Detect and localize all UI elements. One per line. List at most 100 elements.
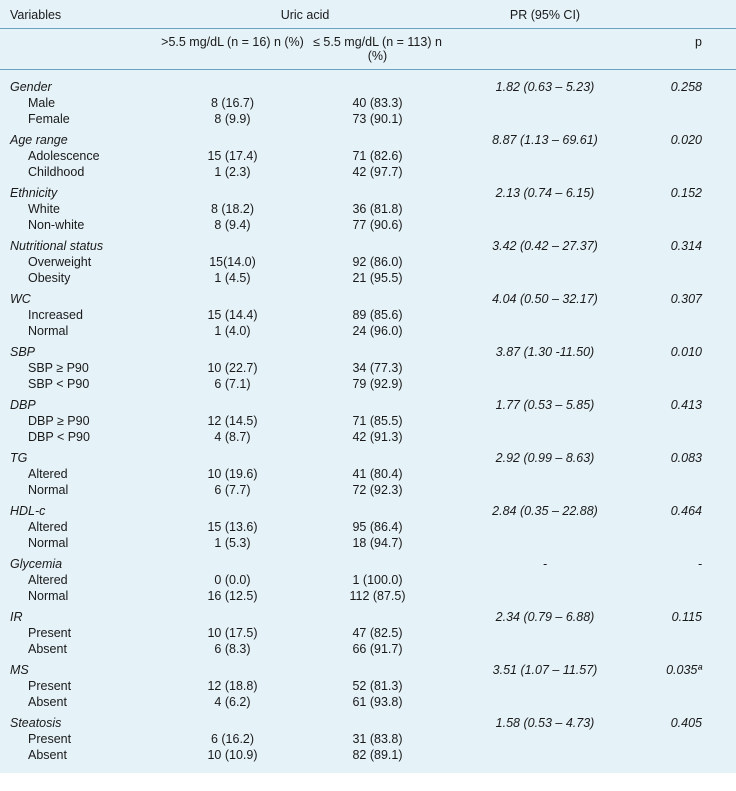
row-ua-high: 10 (10.9) bbox=[160, 748, 305, 762]
row-ua-high: 4 (6.2) bbox=[160, 695, 305, 709]
group-p: 0.020 bbox=[640, 133, 720, 147]
group-empty bbox=[305, 398, 450, 412]
row-ua-low: 77 (90.6) bbox=[305, 218, 450, 232]
group-p: 0.258 bbox=[640, 80, 720, 94]
row-label: Overweight bbox=[10, 255, 160, 269]
row-empty bbox=[640, 202, 720, 216]
row-ua-high: 1 (5.3) bbox=[160, 536, 305, 550]
row-empty bbox=[450, 626, 640, 640]
group-pr: 2.13 (0.74 – 6.15) bbox=[450, 186, 640, 200]
row-empty bbox=[640, 573, 720, 587]
group-pr: 2.34 (0.79 – 6.88) bbox=[450, 610, 640, 624]
row-empty bbox=[450, 430, 640, 444]
row-ua-low: 52 (81.3) bbox=[305, 679, 450, 693]
row-ua-high: 15 (13.6) bbox=[160, 520, 305, 534]
data-row: SBP ≥ P9010 (22.7)34 (77.3) bbox=[10, 360, 726, 376]
group-pr: - bbox=[450, 557, 640, 571]
row-ua-high: 0 (0.0) bbox=[160, 573, 305, 587]
group-empty bbox=[305, 557, 450, 571]
group-p: 0.035ª bbox=[640, 663, 720, 677]
row-label: SBP < P90 bbox=[10, 377, 160, 391]
header-ua-low: ≤ 5.5 mg/dL (n = 113) n (%) bbox=[305, 35, 450, 63]
row-label: Adolescence bbox=[10, 149, 160, 163]
group-header: WC4.04 (0.50 – 32.17)0.307 bbox=[10, 286, 726, 307]
group-header: Ethnicity 2.13 (0.74 – 6.15)0.152 bbox=[10, 180, 726, 201]
group-empty bbox=[160, 610, 305, 624]
uric-acid-table: Variables Uric acid PR (95% CI) >5.5 mg/… bbox=[0, 0, 736, 773]
group-name: SBP bbox=[10, 345, 160, 359]
row-label: Altered bbox=[10, 467, 160, 481]
row-empty bbox=[450, 96, 640, 110]
row-empty bbox=[640, 679, 720, 693]
row-empty bbox=[640, 255, 720, 269]
header-uric-acid: Uric acid bbox=[160, 8, 450, 22]
row-ua-high: 1 (2.3) bbox=[160, 165, 305, 179]
group-header: Steatosis1.58 (0.53 – 4.73)0.405 bbox=[10, 710, 726, 731]
row-empty bbox=[640, 165, 720, 179]
group-empty bbox=[160, 451, 305, 465]
row-empty bbox=[450, 377, 640, 391]
data-row: DBP ≥ P9012 (14.5)71 (85.5) bbox=[10, 413, 726, 429]
row-empty bbox=[450, 732, 640, 746]
group-empty bbox=[305, 451, 450, 465]
data-row: Non-white8 (9.4)77 (90.6) bbox=[10, 217, 726, 233]
group-name: Gender bbox=[10, 80, 160, 94]
group-empty bbox=[305, 663, 450, 677]
row-empty bbox=[640, 483, 720, 497]
row-empty bbox=[450, 271, 640, 285]
row-empty bbox=[640, 732, 720, 746]
group-empty bbox=[305, 716, 450, 730]
row-ua-high: 15 (14.4) bbox=[160, 308, 305, 322]
row-empty bbox=[640, 112, 720, 126]
group-empty bbox=[305, 80, 450, 94]
row-label: DBP < P90 bbox=[10, 430, 160, 444]
group-p: 0.152 bbox=[640, 186, 720, 200]
data-row: Female8 (9.9)73 (90.1) bbox=[10, 111, 726, 127]
group-empty bbox=[305, 133, 450, 147]
row-ua-high: 15(14.0) bbox=[160, 255, 305, 269]
row-empty bbox=[640, 96, 720, 110]
group-empty bbox=[305, 292, 450, 306]
row-label: Absent bbox=[10, 642, 160, 656]
row-ua-low: 18 (94.7) bbox=[305, 536, 450, 550]
group-empty bbox=[160, 504, 305, 518]
row-ua-high: 1 (4.5) bbox=[160, 271, 305, 285]
data-row: Normal6 (7.7)72 (92.3) bbox=[10, 482, 726, 498]
group-header: Glycemia-- bbox=[10, 551, 726, 572]
group-pr: 3.51 (1.07 – 11.57) bbox=[450, 663, 640, 677]
group-name: TG bbox=[10, 451, 160, 465]
group-name: IR bbox=[10, 610, 160, 624]
row-empty bbox=[450, 536, 640, 550]
row-empty bbox=[450, 414, 640, 428]
row-ua-low: 82 (89.1) bbox=[305, 748, 450, 762]
row-label: Childhood bbox=[10, 165, 160, 179]
row-ua-low: 71 (85.5) bbox=[305, 414, 450, 428]
row-label: White bbox=[10, 202, 160, 216]
data-row: Absent10 (10.9)82 (89.1) bbox=[10, 747, 726, 763]
row-ua-low: 71 (82.6) bbox=[305, 149, 450, 163]
row-ua-low: 66 (91.7) bbox=[305, 642, 450, 656]
data-row: SBP < P906 (7.1)79 (92.9) bbox=[10, 376, 726, 392]
row-empty bbox=[640, 626, 720, 640]
row-ua-low: 89 (85.6) bbox=[305, 308, 450, 322]
group-empty bbox=[305, 610, 450, 624]
row-ua-high: 6 (7.7) bbox=[160, 483, 305, 497]
group-name: Steatosis bbox=[10, 716, 160, 730]
row-ua-high: 8 (16.7) bbox=[160, 96, 305, 110]
row-ua-low: 1 (100.0) bbox=[305, 573, 450, 587]
row-empty bbox=[640, 642, 720, 656]
row-empty bbox=[640, 308, 720, 322]
row-empty bbox=[450, 573, 640, 587]
group-pr: 3.87 (1.30 -11.50) bbox=[450, 345, 640, 359]
data-row: Altered0 (0.0)1 (100.0) bbox=[10, 572, 726, 588]
table-body: Gender1.82 (0.63 – 5.23)0.258Male8 (16.7… bbox=[0, 70, 736, 773]
group-pr: 1.82 (0.63 – 5.23) bbox=[450, 80, 640, 94]
data-row: Present10 (17.5)47 (82.5) bbox=[10, 625, 726, 641]
header-row-2: >5.5 mg/dL (n = 16) n (%) ≤ 5.5 mg/dL (n… bbox=[0, 29, 736, 70]
data-row: Adolescence15 (17.4)71 (82.6) bbox=[10, 148, 726, 164]
row-empty bbox=[450, 520, 640, 534]
row-label: Increased bbox=[10, 308, 160, 322]
row-ua-high: 8 (9.4) bbox=[160, 218, 305, 232]
group-name: Ethnicity bbox=[10, 186, 160, 200]
row-ua-low: 95 (86.4) bbox=[305, 520, 450, 534]
